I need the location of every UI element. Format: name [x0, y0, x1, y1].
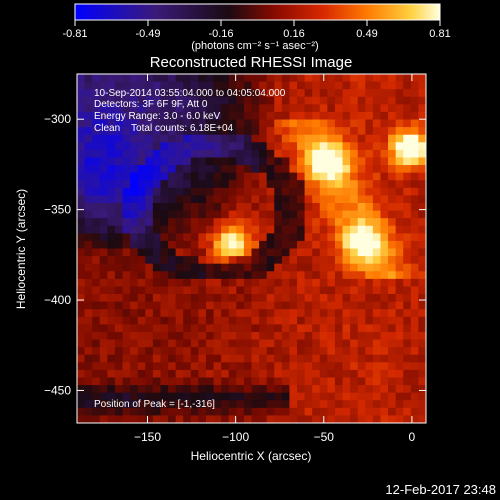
colorbar-units: (photons cm⁻² s⁻¹ asec⁻²) — [191, 40, 318, 52]
y-tick-label: −350 — [44, 203, 71, 217]
x-tick-label: 0 — [409, 430, 416, 444]
x-tick-label: −100 — [222, 430, 249, 444]
y-axis-label: Heliocentric Y (arcsec) — [14, 189, 28, 309]
info-total-counts: Clean Total counts: 6.18E+04 — [94, 123, 234, 134]
y-tick-label: −400 — [44, 293, 71, 307]
colorbar-tick-label: -0.16 — [208, 28, 233, 40]
x-tick-label: −50 — [314, 430, 335, 444]
y-tick-label: −300 — [44, 112, 71, 126]
colorbar-tick-label: -0.81 — [62, 28, 87, 40]
colorbar-ticks: -0.81 -0.49 -0.16 0.16 0.49 0.81 — [62, 20, 451, 40]
chart-title: Reconstructed RHESSI Image — [150, 54, 353, 71]
timestamp: 12-Feb-2017 23:48 — [385, 482, 496, 497]
image-area — [77, 74, 426, 423]
colorbar-tick-label: 0.49 — [356, 28, 377, 40]
colorbar-tick-label: 0.16 — [283, 28, 304, 40]
peak-position: Position of Peak = [-1,-316] — [94, 399, 215, 410]
info-detectors: Detectors: 3F 6F 9F, Att 0 — [94, 99, 208, 110]
x-axis-label: Heliocentric X (arcsec) — [191, 449, 312, 463]
heatmap-pixels — [77, 74, 426, 423]
y-axis-ticks: −300 −350 −400 −450 — [44, 112, 426, 397]
info-block: 10-Sep-2014 03:55:04.000 to 04:05:04.000… — [94, 88, 286, 134]
x-tick-label: −150 — [134, 430, 161, 444]
x-axis-ticks: −150 −100 −50 0 — [134, 74, 416, 444]
colorbar-tick-label: -0.49 — [135, 28, 160, 40]
y-tick-label: −450 — [44, 383, 71, 397]
colorbar-tick-label: 0.81 — [429, 28, 450, 40]
info-energy-range: Energy Range: 3.0 - 6.0 keV — [94, 111, 221, 122]
colorbar — [74, 3, 441, 21]
plot-frame — [76, 73, 427, 424]
info-time-range: 10-Sep-2014 03:55:04.000 to 04:05:04.000 — [94, 88, 286, 99]
